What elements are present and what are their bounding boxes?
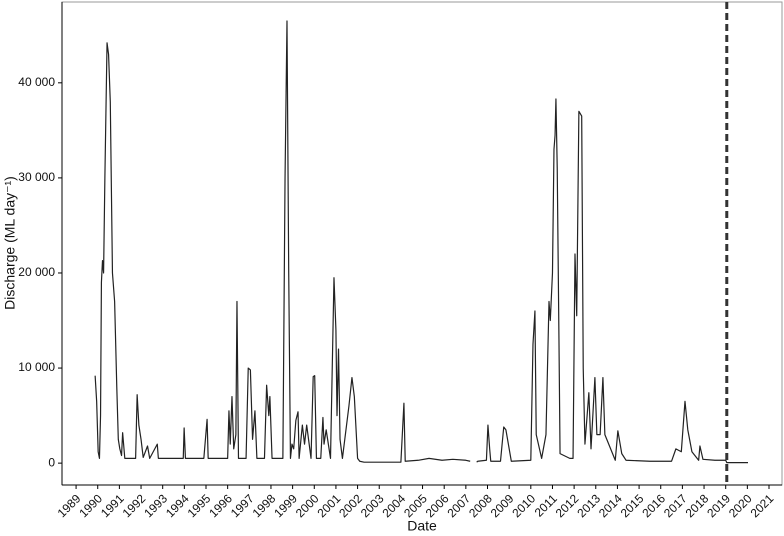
x-tick-label: 2001: [315, 491, 344, 520]
x-tick-label: 1991: [98, 491, 127, 520]
y-tick-label: 40 000: [18, 75, 55, 89]
x-tick-label: 1993: [141, 491, 170, 520]
x-tick-label: 2004: [379, 491, 408, 520]
x-tick-label: 1992: [120, 491, 149, 520]
x-axis-title: Date: [407, 518, 437, 534]
x-tick-label: 1994: [163, 491, 192, 520]
x-tick-label: 2012: [553, 491, 582, 520]
x-tick-label: 2021: [748, 491, 777, 520]
plot-frame: [61, 1, 783, 486]
x-tick-label: 2008: [466, 491, 495, 520]
x-tick-label: 2010: [509, 491, 538, 520]
x-tick-label: 1999: [271, 491, 300, 520]
x-tick-label: 2009: [488, 491, 517, 520]
x-tick-label: 2011: [532, 491, 560, 519]
x-tick-label: 2019: [704, 491, 733, 520]
y-tick-label: 0: [48, 455, 55, 469]
x-tick-label: 1998: [250, 491, 279, 520]
x-tick-label: 1990: [76, 491, 105, 520]
x-tick-label: 2018: [683, 491, 712, 520]
x-tick-label: 2020: [726, 491, 755, 520]
x-tick-label: 2013: [574, 491, 603, 520]
x-tick-label: 2016: [639, 491, 668, 520]
x-tick-label: 2017: [661, 491, 690, 520]
y-tick-label: 20 000: [18, 265, 55, 279]
x-tick-label: 1995: [185, 491, 214, 520]
x-tick-label: 2007: [444, 491, 473, 520]
x-tick-label: 1996: [206, 491, 235, 520]
x-tick-label: 2003: [358, 491, 387, 520]
x-tick-label: 1997: [228, 491, 257, 520]
y-axis-title: Discharge (ML day⁻¹): [2, 176, 18, 310]
x-tick-label: 2005: [401, 491, 430, 520]
y-tick-label: 10 000: [18, 360, 55, 374]
x-tick-label: 2002: [336, 491, 365, 520]
y-tick-label: 30 000: [18, 170, 55, 184]
x-tick-label: 2014: [596, 491, 625, 520]
x-tick-label: 1989: [55, 491, 84, 520]
x-tick-label: 2000: [293, 491, 322, 520]
x-tick-label: 2015: [618, 491, 647, 520]
x-tick-label: 2006: [423, 491, 452, 520]
data-line: [94, 20, 748, 464]
